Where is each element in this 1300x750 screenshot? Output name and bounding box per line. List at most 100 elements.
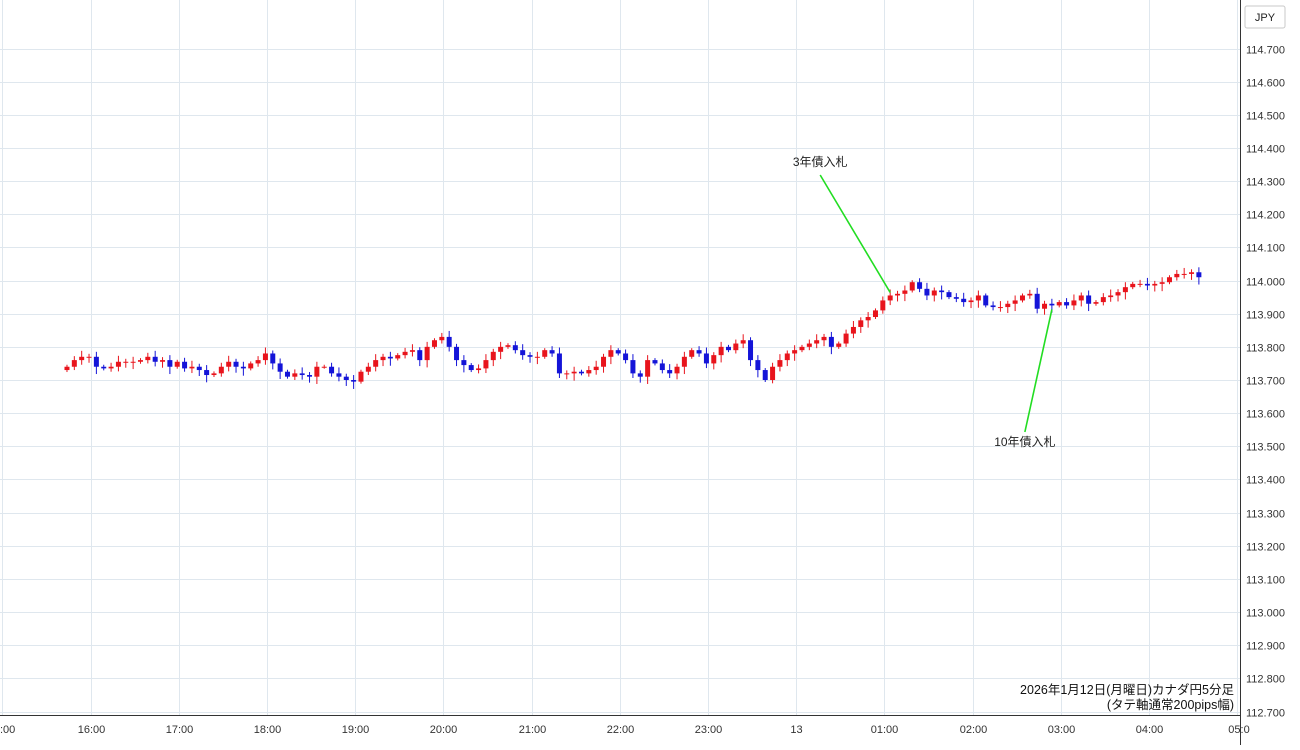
x-tick-label: 16:00 — [78, 724, 106, 736]
candle-body — [527, 355, 533, 357]
candle-body — [218, 366, 224, 374]
candle — [696, 346, 702, 357]
candle — [1115, 289, 1121, 302]
currency-badge[interactable]: JPY — [1244, 5, 1286, 29]
candle — [1064, 298, 1070, 309]
candle-body — [189, 366, 195, 369]
candle-body — [1159, 282, 1165, 284]
candle — [1152, 280, 1158, 292]
y-tick-label: 113.300 — [1246, 509, 1285, 521]
candle — [1100, 293, 1106, 306]
candle — [1196, 267, 1202, 285]
candle — [784, 350, 790, 367]
candle-body — [226, 361, 232, 367]
candle-body — [351, 380, 357, 382]
candle — [806, 339, 812, 351]
candle — [931, 287, 937, 302]
candle — [358, 369, 364, 384]
candle-body — [424, 346, 430, 361]
candle — [1174, 269, 1180, 281]
candle — [770, 362, 776, 384]
candle-body — [1086, 295, 1092, 304]
candle-body — [1144, 283, 1150, 286]
candle — [681, 351, 687, 375]
candle — [71, 356, 77, 371]
candle-body — [483, 360, 489, 369]
candle — [321, 364, 327, 369]
candle — [924, 282, 930, 301]
candle — [351, 375, 357, 389]
candle — [108, 362, 114, 372]
candle-body — [623, 353, 629, 361]
candle — [593, 360, 599, 375]
candle-body — [946, 292, 952, 298]
candle-body — [843, 333, 849, 344]
candle — [946, 290, 952, 300]
candle-body — [1137, 283, 1143, 285]
candle-body — [1152, 283, 1158, 286]
candle-body — [571, 371, 577, 374]
candle-body — [446, 336, 452, 347]
candle-body — [784, 353, 790, 361]
candle-body — [1019, 295, 1025, 301]
candle — [365, 362, 371, 376]
candle-body — [1012, 300, 1018, 304]
candle — [975, 290, 981, 308]
y-tick-label: 113.200 — [1246, 542, 1285, 554]
candle-body — [777, 360, 783, 367]
candle — [284, 369, 290, 379]
candle — [329, 362, 335, 377]
x-tick-label: 20:00 — [430, 724, 458, 736]
y-tick-label: 112.900 — [1246, 641, 1285, 653]
candle-body — [549, 350, 555, 354]
candle — [454, 343, 460, 367]
candle-body — [997, 307, 1003, 309]
y-tick-label: 114.200 — [1246, 210, 1285, 222]
candle — [307, 372, 313, 383]
x-tick-label: 17:00 — [166, 724, 194, 736]
candle — [218, 362, 224, 377]
candle — [1078, 292, 1084, 307]
candle — [336, 367, 342, 382]
candle — [961, 292, 967, 307]
candle — [123, 358, 129, 368]
candle-body — [924, 288, 930, 296]
candle — [917, 278, 923, 293]
candle-body — [417, 350, 423, 361]
candle — [255, 356, 261, 367]
candle — [1093, 300, 1099, 306]
y-tick-label: 113.000 — [1246, 608, 1285, 620]
candle-body — [409, 350, 415, 352]
candle-body — [321, 366, 327, 368]
candle-body — [284, 371, 290, 377]
chart-note-line-2: (タテ軸通常200pips幅) — [1107, 697, 1234, 712]
x-tick-label: 01:00 — [871, 724, 899, 736]
candle — [402, 347, 408, 359]
candle-body — [637, 373, 643, 377]
candle — [498, 341, 504, 360]
candle — [534, 351, 540, 365]
candle-body — [86, 356, 92, 358]
candle — [520, 344, 526, 360]
candle-body — [733, 343, 739, 351]
candles-group — [64, 267, 1202, 389]
candle — [424, 341, 430, 368]
candle-body — [358, 371, 364, 382]
candle-body — [652, 360, 658, 364]
candle-body — [270, 353, 276, 364]
candle-body — [160, 360, 166, 362]
candle-body — [983, 295, 989, 306]
candle — [828, 331, 834, 355]
y-tick-label: 112.700 — [1246, 708, 1285, 720]
candle — [983, 293, 989, 308]
candle-body — [1174, 273, 1180, 278]
candle — [527, 352, 533, 363]
candle-body — [556, 353, 562, 374]
x-tick-label: 03:00 — [1048, 724, 1076, 736]
candle-body — [292, 373, 298, 377]
chart-note-line-1: 2026年1月12日(月曜日)カナダ円5分足 — [1020, 682, 1234, 697]
candle — [476, 364, 482, 374]
candle-body — [1056, 302, 1062, 306]
x-tick-label: 05:0 — [1228, 724, 1249, 736]
